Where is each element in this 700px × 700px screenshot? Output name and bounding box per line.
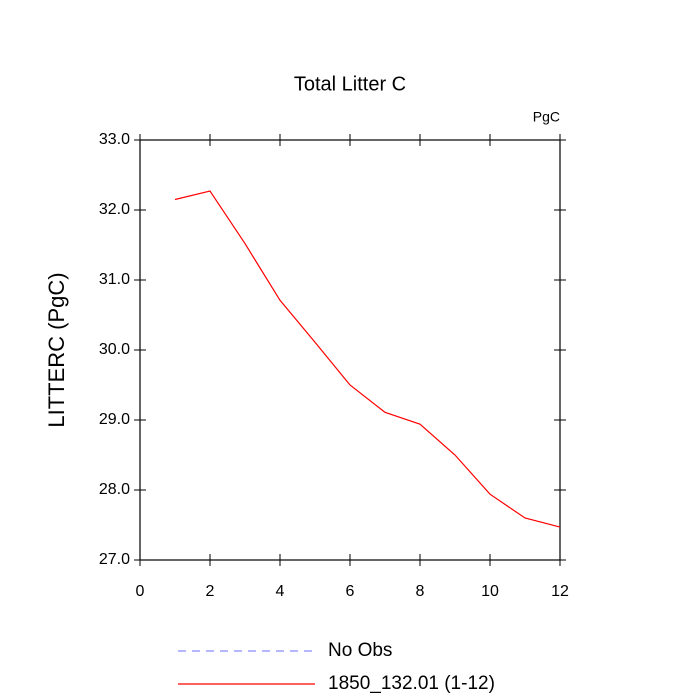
x-tick-label: 6: [346, 583, 355, 600]
y-tick-label: 31.0: [99, 271, 130, 288]
unit-label: PgC: [533, 109, 560, 125]
y-tick-label: 29.0: [99, 411, 130, 428]
y-tick-label: 30.0: [99, 341, 130, 358]
y-axis-label: LITTERC (PgC): [44, 272, 69, 427]
legend-label: 1850_132.01 (1-12): [328, 673, 495, 694]
y-tick-label: 28.0: [99, 481, 130, 498]
x-tick-label: 4: [276, 583, 285, 600]
x-tick-label: 2: [206, 583, 215, 600]
x-tick-label: 10: [481, 583, 499, 600]
x-tick-label: 12: [551, 583, 569, 600]
data-line: [174, 190, 561, 528]
chart-title: Total Litter C: [294, 73, 406, 95]
y-tick-label: 33.0: [99, 131, 130, 148]
plot-frame: [139, 139, 561, 561]
y-tick-label: 32.0: [99, 201, 130, 218]
y-tick-label: 27.0: [99, 551, 130, 568]
x-tick-label: 8: [416, 583, 425, 600]
x-tick-label: 0: [136, 583, 145, 600]
legend-label: No Obs: [328, 640, 392, 661]
